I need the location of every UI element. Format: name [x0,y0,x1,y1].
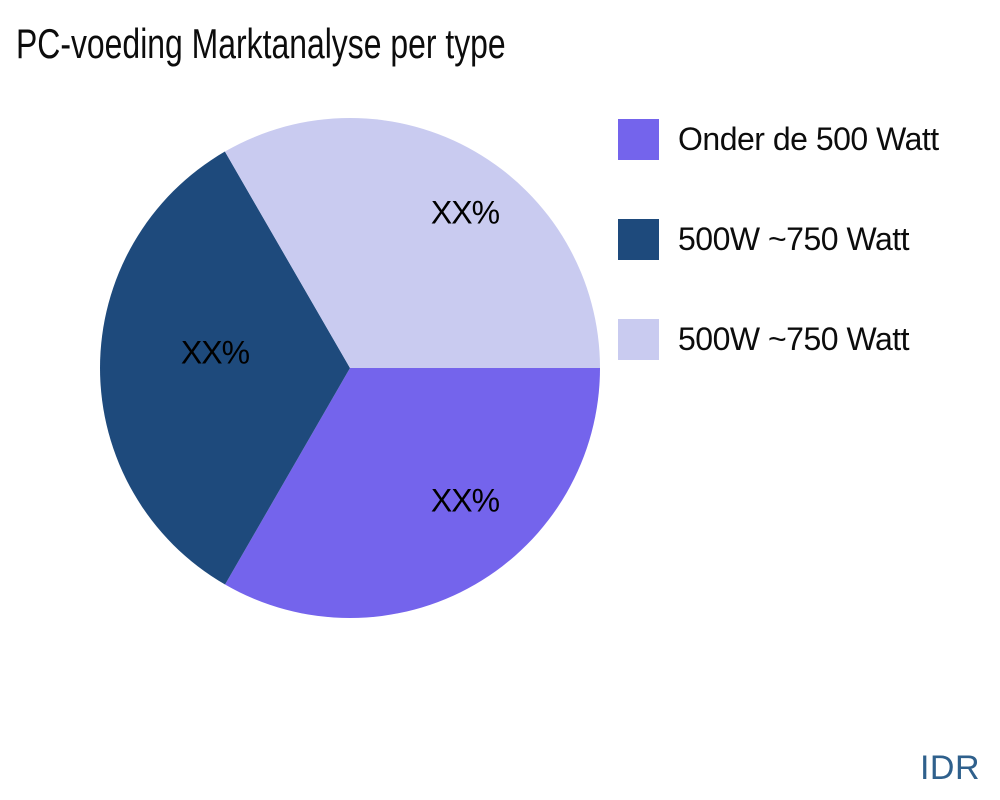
pie-slice-1 [100,151,351,585]
legend: Onder de 500 Watt 500W ~750 Watt 500W ~7… [618,119,939,360]
legend-swatch-darkblue [618,219,659,260]
legend-item: 500W ~750 Watt [618,319,939,360]
pie-slice-2 [224,118,600,369]
legend-swatch-lavender [618,319,659,360]
legend-label: 500W ~750 Watt [678,221,910,257]
legend-item: 500W ~750 Watt [618,219,939,260]
chart-title: PC-voeding Marktanalyse per type [16,20,506,67]
slice-label-under-500w: XX% [430,482,500,519]
legend-label: Onder de 500 Watt [678,121,939,157]
legend-item: Onder de 500 Watt [618,119,939,160]
legend-swatch-purple [618,119,659,160]
pie-slice-0 [225,368,601,618]
slice-label-500-750w: XX% [180,334,250,371]
currency-label: IDR [919,749,980,787]
slice-label-500-750w-b: XX% [430,194,500,231]
legend-label: 500W ~750 Watt [678,321,910,357]
